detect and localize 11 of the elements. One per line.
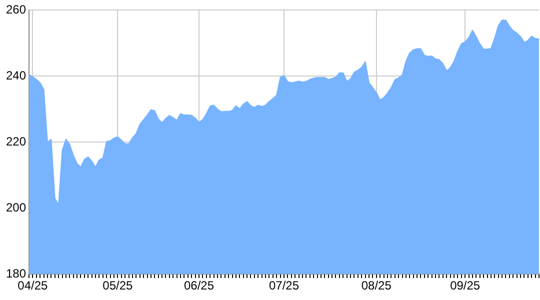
- x-tick-label: 06/25: [184, 278, 214, 293]
- x-tick-label: 09/25: [450, 278, 480, 293]
- y-tick-label: 180: [6, 266, 26, 280]
- y-tick-label: 260: [6, 2, 26, 17]
- y-tick-label: 200: [6, 200, 26, 214]
- x-tick-label: 08/25: [361, 278, 392, 293]
- x-tick-label: 07/25: [268, 278, 300, 293]
- x-tick-label: 05/25: [102, 278, 134, 293]
- y-tick-label: 220: [6, 134, 26, 148]
- y-tick-label: 240: [6, 68, 26, 82]
- x-tick-label: 04/25: [18, 278, 48, 293]
